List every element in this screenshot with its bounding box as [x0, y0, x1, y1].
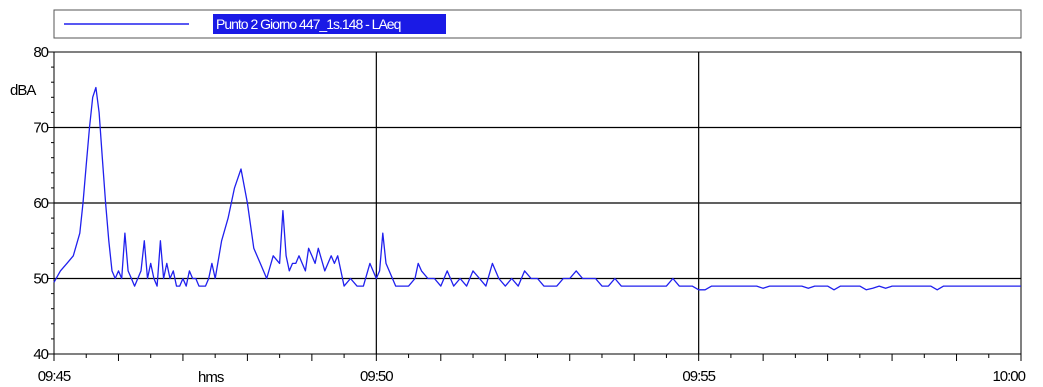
y-tick-label: 70 — [33, 120, 48, 137]
x-tick-label: 10:00 — [992, 368, 1025, 385]
y-tick-label: 50 — [33, 271, 48, 288]
legend-box — [53, 9, 1022, 39]
y-tick-label: 80 — [33, 44, 48, 61]
x-tick-label: 09:55 — [682, 368, 715, 385]
legend-label: Punto 2 Giorno 447_1s.148 - LAeq — [216, 16, 401, 32]
x-axis-label: hms — [198, 369, 224, 386]
y-tick-label: 60 — [33, 195, 48, 212]
legend-label-highlight — [213, 14, 446, 34]
axis-labels: 40 50 60 70 80 09:45 09:50 09:55 10:00 — [33, 44, 1026, 385]
x-tick-label: 09:45 — [38, 368, 71, 385]
axis-ticks — [48, 51, 1022, 361]
series-line-laeq — [53, 86, 1021, 291]
series-layer — [53, 86, 1021, 291]
x-tick-label: 09:50 — [360, 368, 393, 385]
y-axis-label: dBA — [10, 82, 36, 99]
y-tick-label: 40 — [33, 346, 48, 363]
grid-lines — [54, 52, 1021, 354]
